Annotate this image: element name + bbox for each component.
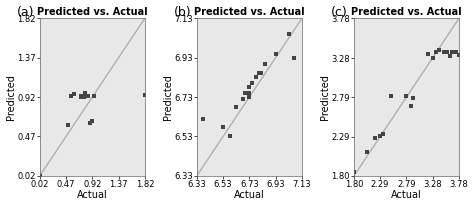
Point (440, 51, 448, 54)
Point (456, 53, 463, 56)
Point (261, 62, 269, 65)
Point (350, 170, 358, 174)
Point (364, 150, 371, 154)
Point (403, 95, 410, 98)
Point (141, 94, 149, 97)
Point (232, 105, 240, 109)
Point (239, 97, 246, 101)
Point (410, 96, 417, 99)
X-axis label: Actual: Actual (391, 190, 422, 200)
Point (252, 76, 260, 79)
Point (84, 95, 92, 98)
Point (242, 91, 249, 95)
Point (70, 93, 77, 96)
Y-axis label: Predicted: Predicted (6, 74, 16, 120)
Point (408, 104, 415, 108)
Point (64, 123, 72, 127)
Point (448, 51, 456, 54)
Title: Predicted vs. Actual: Predicted vs. Actual (194, 7, 305, 18)
Point (90, 95, 98, 98)
Point (452, 51, 460, 54)
Point (290, 56, 298, 59)
Point (371, 136, 379, 139)
Point (219, 125, 227, 128)
Point (36, 174, 44, 178)
Point (272, 52, 280, 55)
Point (428, 56, 436, 60)
Point (446, 55, 453, 58)
Point (248, 82, 256, 85)
Y-axis label: Predicted: Predicted (319, 74, 329, 120)
Point (82, 91, 89, 94)
Point (77, 95, 84, 98)
Point (435, 48, 443, 52)
X-axis label: Actual: Actual (234, 190, 265, 200)
Point (246, 91, 253, 95)
Text: (a): (a) (17, 6, 34, 19)
Point (255, 72, 263, 75)
Point (246, 85, 253, 89)
Title: Predicted vs. Actual: Predicted vs. Actual (351, 7, 462, 18)
Point (443, 51, 451, 54)
Point (432, 51, 440, 54)
Point (379, 133, 387, 136)
Point (67, 95, 74, 98)
Point (86, 122, 94, 125)
Point (285, 32, 292, 36)
Point (200, 117, 207, 120)
Point (77, 95, 84, 99)
Y-axis label: Predicted: Predicted (163, 74, 173, 120)
Point (80, 95, 88, 99)
Point (246, 95, 253, 99)
Point (425, 52, 432, 56)
X-axis label: Actual: Actual (77, 190, 108, 200)
Text: (b): (b) (173, 6, 191, 19)
Point (89, 119, 96, 122)
Text: (c): (c) (331, 6, 347, 19)
Point (226, 135, 234, 138)
Point (387, 95, 395, 98)
Point (376, 135, 384, 138)
Point (257, 72, 265, 75)
Title: Predicted vs. Actual: Predicted vs. Actual (37, 7, 147, 18)
